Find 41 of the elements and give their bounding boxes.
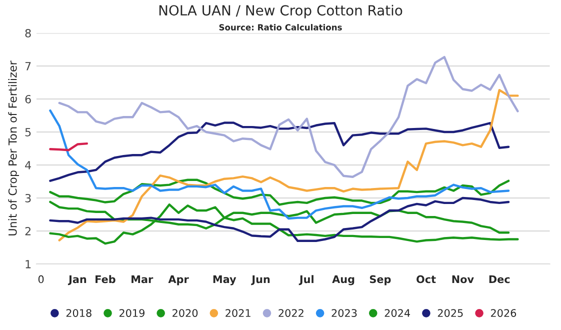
chart-subtitle: Source: Ratio Calculations	[219, 24, 342, 30]
y-axis-title: Unit of Crop Per Ton of Fertilizer	[8, 60, 19, 236]
legend-label: 2026	[490, 309, 516, 317]
y-tick-label: 3	[25, 194, 31, 202]
line-series	[49, 196, 510, 242]
y-tick-label: 2	[25, 226, 30, 236]
line-series	[49, 203, 519, 245]
legend-label: 2023	[332, 309, 357, 317]
x-tick-label: Mar	[132, 275, 154, 284]
line-series	[49, 122, 510, 182]
legend-label: 2024	[384, 309, 410, 317]
x-tick-label: Aug	[332, 275, 354, 286]
x-tick-label: Sep	[370, 275, 391, 286]
y-tick-label: 4	[25, 161, 31, 170]
line-series	[49, 142, 88, 152]
legend-label: 2019	[119, 309, 144, 317]
y-tick-label: 8	[25, 28, 31, 38]
x-tick-label: Dec	[489, 275, 510, 284]
line-series	[49, 178, 510, 206]
legend-label: 2025	[438, 309, 463, 317]
line-series	[49, 109, 510, 220]
y-tick-label: 1	[26, 260, 31, 268]
x-tick-label: Apr	[168, 275, 189, 286]
legend-label: 2020	[172, 309, 198, 317]
line-series	[58, 88, 519, 242]
x-tick-label: Nov	[452, 275, 474, 284]
x-tick-label: 0	[38, 275, 44, 284]
legend-label: 2018	[66, 309, 92, 317]
y-tick-label: 5	[25, 128, 31, 136]
x-tick-label: Jul	[298, 275, 314, 286]
legend-label: 2021	[226, 309, 250, 317]
x-tick-label: Jun	[251, 275, 270, 286]
x-tick-label: Jan	[68, 275, 86, 286]
line-series	[58, 56, 519, 178]
y-tick-label: 6	[25, 94, 31, 104]
chart-title: NOLA UAN / New Crop Cotton Ratio	[159, 4, 402, 18]
legend-label: 2022	[278, 309, 304, 317]
x-tick-label: Feb	[96, 275, 116, 284]
x-tick-label: Oct	[416, 275, 436, 284]
x-tick-label: May	[213, 275, 236, 286]
y-tick-label: 7	[25, 62, 31, 70]
